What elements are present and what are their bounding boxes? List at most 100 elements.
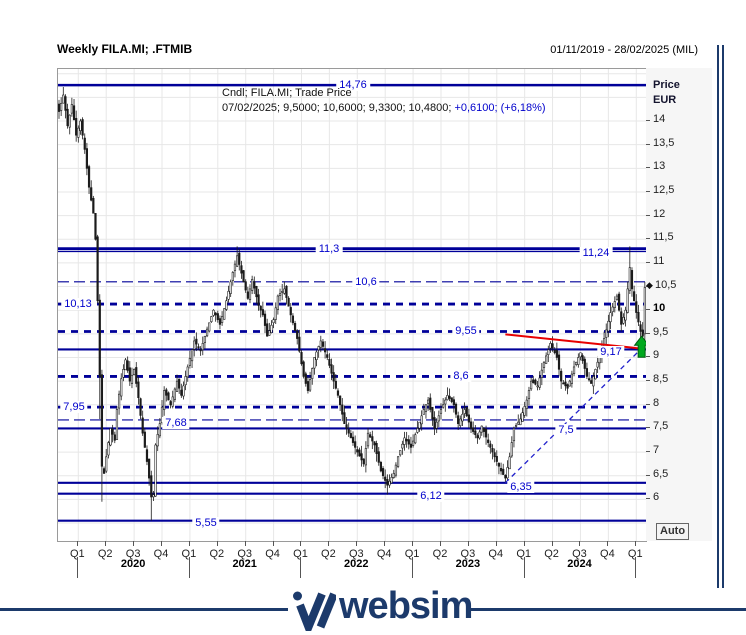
x-tick-mark <box>551 541 553 546</box>
year-boundary-tick <box>635 557 637 578</box>
level-label-10_13: 10,13 <box>61 298 95 311</box>
x-tick-mark <box>467 541 469 546</box>
x-tick-label-quarter: Q3 <box>125 548 141 560</box>
x-tick-mark <box>439 541 441 546</box>
x-tick-label-quarter: Q1 <box>181 548 197 560</box>
x-tick-label-quarter: Q3 <box>460 548 476 560</box>
price-axis-title: Price EUR <box>653 78 680 108</box>
legend-change-values: +0,6100; (+6,18%) <box>454 102 546 114</box>
y-tick-label: 7 <box>653 444 660 457</box>
x-tick-label-quarter: Q4 <box>265 548 280 560</box>
websim-logo-icon <box>293 591 336 631</box>
y-tick-label: 12,5 <box>653 183 675 196</box>
chart-legend: Cndl; FILA.MI; Trade Price 07/02/2025; 9… <box>222 86 546 116</box>
legend-ohlc-row: 07/02/2025; 9,5000; 10,6000; 9,3300; 10,… <box>222 101 546 116</box>
y-tick-label: 11 <box>653 254 665 267</box>
footer-rule-right <box>468 608 746 611</box>
x-tick-label-quarter: Q2 <box>321 548 336 560</box>
x-tick-label-quarter: Q4 <box>376 548 392 560</box>
x-tick-label-quarter: Q3 <box>348 548 364 560</box>
y-tick-label: 9 <box>653 349 660 362</box>
x-tick-label-quarter: Q1 <box>69 548 85 560</box>
legend-ohlc-values: 07/02/2025; 9,5000; 10,6000; 9,3300; 10,… <box>222 102 452 114</box>
x-tick-label-quarter: Q4 <box>153 548 169 560</box>
y-tick-mark <box>646 120 650 122</box>
trend-line-rising-support[interactable] <box>504 344 646 484</box>
legend-series-name: Cndl; FILA.MI; Trade Price <box>222 87 352 99</box>
level-label-7_68: 7,68 <box>162 416 190 429</box>
x-tick-label-quarter: Q1 <box>516 548 532 560</box>
y-tick-label: 12 <box>653 207 666 220</box>
y-tick-mark <box>646 498 650 500</box>
y-tick-label: 14 <box>653 113 666 126</box>
x-tick-label-quarter: Q4 <box>600 548 615 560</box>
y-tick-mark <box>646 143 650 145</box>
y-tick-mark <box>646 403 650 405</box>
x-tick-mark <box>607 541 609 546</box>
level-label-6_35: 6,35 <box>507 480 535 493</box>
level-label-11_24: 11,24 <box>579 246 613 259</box>
x-tick-mark <box>356 541 358 546</box>
x-tick-mark <box>105 541 107 546</box>
x-tick-mark <box>495 541 497 546</box>
year-boundary-tick <box>523 557 525 578</box>
y-tick-label: 9,5 <box>653 325 669 338</box>
year-boundary-tick <box>77 557 79 578</box>
x-tick-mark <box>300 541 302 546</box>
candlestick-chart[interactable] <box>58 69 646 541</box>
x-tick-mark <box>328 541 330 546</box>
x-tick-mark <box>188 541 190 546</box>
footer-rule-left <box>0 608 288 611</box>
x-axis-year-label: 2024 <box>567 558 592 570</box>
x-tick-mark <box>244 541 246 546</box>
level-label-5_55: 5,55 <box>192 516 220 529</box>
x-tick-label-quarter: Q2 <box>97 548 113 560</box>
y-tick-mark <box>646 451 650 453</box>
level-label-14_76: 14,76 <box>336 79 370 92</box>
x-tick-mark <box>272 541 274 546</box>
level-label-9_55: 9,55 <box>452 325 480 338</box>
time-axis[interactable]: Q1 Q2 Q3 Q4 Q1 Q2 Q3 Q4 Q1 Q2 Q3 Q4 Q1 Q2 Q3 Q4 Q1 Q2 Q3 Q4… <box>57 541 649 585</box>
x-axis-year-label: 2021 <box>232 558 257 570</box>
year-boundary-tick <box>300 557 302 578</box>
price-axis-title-line2: EUR <box>653 94 677 106</box>
y-tick-label: 7,5 <box>653 420 669 433</box>
candles-layer <box>58 86 646 521</box>
y-tick-mark <box>646 356 650 358</box>
price-axis[interactable]: Price EUR 14 13,5 13 12,5 12 11,5 11 ◆ 10,5 10 9,5… <box>646 68 712 541</box>
level-label-8_6: 8,6 <box>450 370 472 383</box>
y-tick-mark <box>646 261 650 263</box>
y-tick-label: 10,5 <box>655 278 677 291</box>
year-boundary-tick <box>412 557 414 578</box>
y-tick-label: 6,5 <box>653 467 669 480</box>
x-tick-label-quarter: Q2 <box>209 548 225 560</box>
y-tick-mark <box>646 332 650 334</box>
x-axis-year-label: 2023 <box>455 558 481 570</box>
x-tick-mark <box>579 541 581 546</box>
websim-wordmark: websim <box>339 585 473 627</box>
x-tick-label-quarter: Q1 <box>293 548 308 560</box>
x-tick-mark <box>77 541 79 546</box>
auto-scale-button[interactable]: Auto <box>656 523 690 540</box>
window-pane-divider[interactable] <box>717 45 724 588</box>
price-chart-plot-area[interactable]: 14,76 11,3 11,24 10,6 10,13 9,55 9,17 8,6 7,95 7,… <box>57 68 647 542</box>
price-axis-title-line1: Price <box>653 79 680 91</box>
x-tick-mark <box>133 541 135 546</box>
level-label-11_3: 11,3 <box>315 242 343 255</box>
y-tick-label: 6 <box>653 491 660 504</box>
level-label-7_95: 7,95 <box>60 401 88 414</box>
x-tick-label-quarter: Q3 <box>572 548 587 560</box>
x-axis-year-label: 2020 <box>120 558 146 570</box>
x-tick-mark <box>216 541 218 546</box>
y-tick-label: 11,5 <box>653 231 674 244</box>
year-boundary-tick <box>188 557 190 578</box>
buy-signal-arrow-icon[interactable] <box>633 335 646 358</box>
x-axis-year-label: 2022 <box>344 558 369 570</box>
x-tick-label-quarter: Q3 <box>237 548 253 560</box>
y-tick-mark <box>646 380 650 382</box>
y-tick-label: 10 <box>653 302 666 315</box>
y-tick-label: 13,5 <box>653 136 675 149</box>
chart-title: Weekly FILA.MI; .FTMIB <box>57 42 193 56</box>
y-tick-mark <box>646 285 650 287</box>
level-label-9_17: 9,17 <box>597 346 625 359</box>
